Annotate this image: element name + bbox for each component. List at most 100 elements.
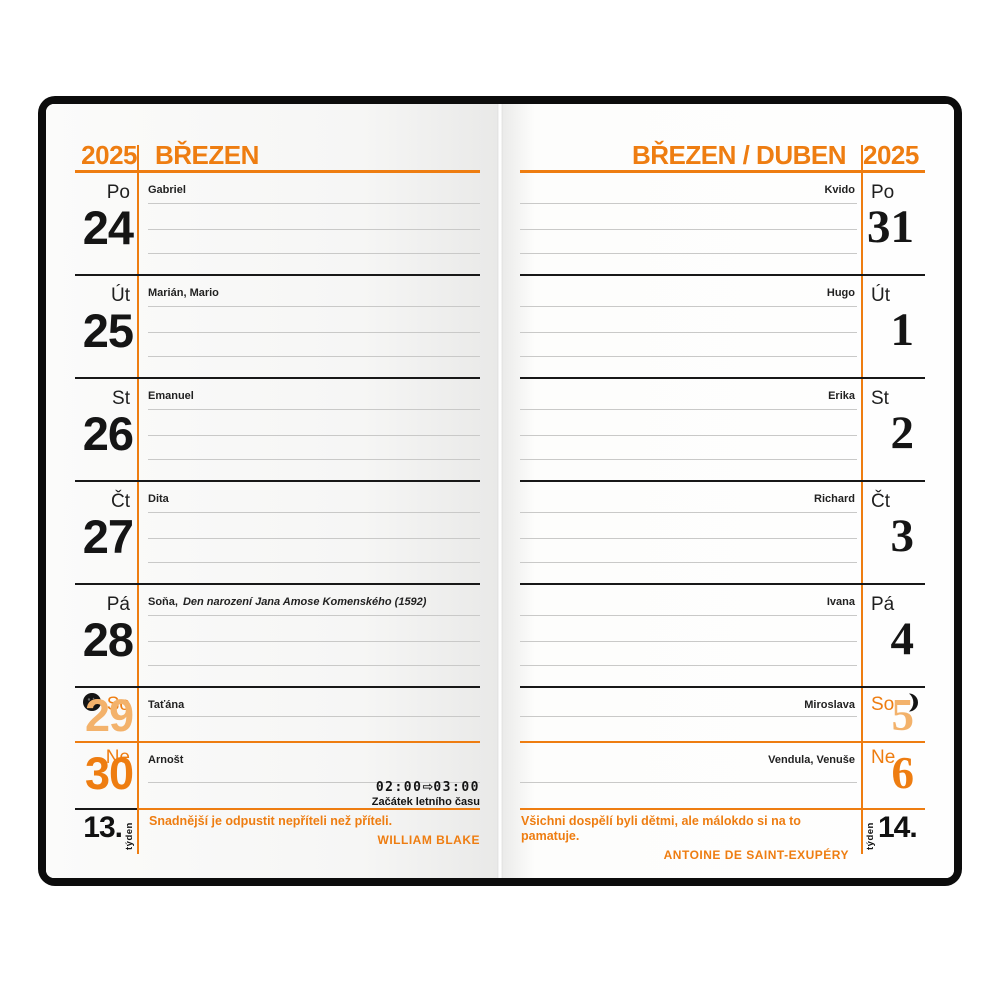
nameday-line: Arnošt xyxy=(137,743,480,767)
writing-line xyxy=(520,665,857,666)
writing-line xyxy=(520,641,857,642)
day-abbr: Ne xyxy=(871,747,896,768)
day-number: 4 xyxy=(890,613,915,665)
day-abbr: Po xyxy=(106,182,130,203)
nameday-line: Ivana xyxy=(520,585,863,609)
day-column: Pá 4 xyxy=(863,585,925,686)
day-note: Den narození Jana Amose Komenského (1592… xyxy=(182,596,427,608)
week-box: 13. týden xyxy=(75,808,137,854)
day-row-pá-4: Ivana Pá 4 xyxy=(520,585,925,688)
day-writing-area: Richard xyxy=(520,482,863,583)
day-abbr-wrap: Po xyxy=(75,182,137,204)
writing-line xyxy=(148,716,480,717)
writing-line xyxy=(148,435,480,436)
right-column-divider xyxy=(861,145,863,854)
writing-line xyxy=(520,306,857,307)
right-page-printed-area: BŘEZEN / DUBEN 2025 Kvido Po 31 Hugo Út 1 Erik… xyxy=(520,140,925,862)
writing-line xyxy=(520,538,857,539)
writing-line xyxy=(148,356,480,357)
planner-book: 2025 BŘEZEN Po 24 Gabriel Út 25 Marián, Mario… xyxy=(38,96,962,886)
day-abbr: So xyxy=(106,693,130,715)
nameday-names: Soňa, xyxy=(148,596,178,608)
day-number: 2 xyxy=(890,407,915,459)
nameday-line: Taťána xyxy=(137,688,480,712)
day-writing-area: Erika xyxy=(520,379,863,480)
month-title: BŘEZEN xyxy=(155,140,259,170)
writing-line xyxy=(148,332,480,333)
book-gutter xyxy=(497,104,503,878)
nameday-line: Kvido xyxy=(520,173,863,197)
day-row-so-5: Miroslava So 5 xyxy=(520,688,925,743)
day-writing-area: Arnošt 02:00⇨03:00 Začátek letního času xyxy=(137,743,480,808)
writing-line xyxy=(148,562,480,563)
day-abbr: So xyxy=(871,694,895,715)
day-abbr: Čt xyxy=(871,491,890,512)
quote-box: Snadnější je odpustit nepříteli než přít… xyxy=(137,810,480,854)
day-writing-area: Ivana xyxy=(520,585,863,686)
day-number: 6 xyxy=(891,748,915,798)
day-row-st-26: St 26 Emanuel xyxy=(75,379,480,482)
left-day-rows: Po 24 Gabriel Út 25 Marián, Mario St 26 Emanuel Č… xyxy=(75,173,480,810)
day-abbr: Út xyxy=(871,285,890,306)
month-title: BŘEZEN / DUBEN xyxy=(631,140,847,170)
quote-author: WILLIAM BLAKE xyxy=(377,833,480,847)
day-row-út-1: Hugo Út 1 xyxy=(520,276,925,379)
day-abbr-wrap: Pá xyxy=(75,594,137,616)
daylight-saving-note: 02:00⇨03:00 Začátek letního času xyxy=(371,780,480,809)
day-row-po-31: Kvido Po 31 xyxy=(520,173,925,276)
left-page-header: 2025 BŘEZEN xyxy=(75,142,480,173)
day-writing-area: Emanuel xyxy=(137,379,480,480)
writing-line xyxy=(148,615,480,616)
day-row-ne-6: Vendula, Venuše Ne 6 xyxy=(520,743,925,810)
day-number: 1 xyxy=(890,304,915,356)
day-abbr-wrap: St xyxy=(863,388,925,410)
day-writing-area: Miroslava xyxy=(520,688,863,741)
day-number: 28 xyxy=(82,613,134,666)
nameday-line: Hugo xyxy=(520,276,863,300)
nameday-line: Erika xyxy=(520,379,863,403)
right-page: BŘEZEN / DUBEN 2025 Kvido Po 31 Hugo Út 1 Erik… xyxy=(503,104,954,878)
week-number: 14. xyxy=(878,811,918,844)
writing-line xyxy=(148,229,480,230)
writing-line xyxy=(520,409,857,410)
left-column-divider xyxy=(137,145,139,854)
day-column: Ne 30 xyxy=(75,743,137,808)
writing-line xyxy=(148,782,480,783)
year-label: 2025 xyxy=(81,140,137,170)
day-writing-area: Gabriel xyxy=(137,173,480,274)
day-number: 29 xyxy=(84,690,134,741)
quote-text: Všichni dospělí byli dětmi, ale málokdo … xyxy=(521,814,801,843)
nameday-line: Richard xyxy=(520,482,863,506)
day-number: 24 xyxy=(82,201,134,254)
day-number: 3 xyxy=(890,510,915,562)
day-abbr: St xyxy=(871,388,889,409)
day-abbr-wrap: Ne xyxy=(863,747,925,769)
nameday-line: Gabriel xyxy=(137,173,480,197)
time-change-label: Začátek letního času xyxy=(371,795,480,808)
nameday-names: Miroslava xyxy=(804,699,855,711)
writing-line xyxy=(520,253,857,254)
day-abbr-wrap: So xyxy=(75,692,137,717)
day-number: 25 xyxy=(82,304,134,357)
day-abbr: Pá xyxy=(871,594,895,615)
nameday-line: Vendula, Venuše xyxy=(520,743,863,767)
day-column: Pá 28 xyxy=(75,585,137,686)
nameday-names: Richard xyxy=(814,493,855,505)
quote-box: Všichni dospělí byli dětmi, ale málokdo … xyxy=(520,810,859,862)
nameday-names: Ivana xyxy=(826,596,855,608)
nameday-names: Emanuel xyxy=(148,390,194,402)
writing-line xyxy=(520,229,857,230)
right-day-rows: Kvido Po 31 Hugo Út 1 Erika St 2 Richard Čt 3 Ivana P… xyxy=(520,173,925,810)
quote-author: ANTOINE DE SAINT-EXUPÉRY xyxy=(663,848,849,862)
nameday-names: Gabriel xyxy=(148,184,186,196)
day-writing-area: Taťána xyxy=(137,688,480,741)
day-abbr-wrap: Čt xyxy=(863,491,925,513)
day-row-st-2: Erika St 2 xyxy=(520,379,925,482)
year-label: 2025 xyxy=(863,140,919,170)
writing-line xyxy=(148,203,480,204)
time-to: 03:00 xyxy=(433,780,480,795)
writing-line xyxy=(520,332,857,333)
week-number: 13. xyxy=(83,811,123,844)
writing-line xyxy=(520,782,857,783)
day-writing-area: Marián, Mario xyxy=(137,276,480,377)
